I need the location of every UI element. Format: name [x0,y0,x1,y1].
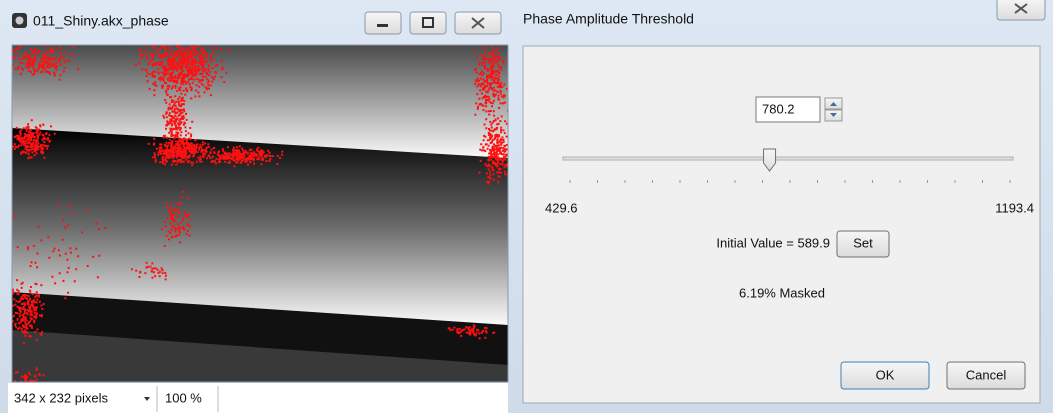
minimize-icon [377,24,388,27]
ok-button-label[interactable]: OK [876,367,895,382]
minimize-button[interactable] [365,12,401,34]
size-label[interactable]: 342 x 232 pixels [14,390,108,405]
dialog-close-button[interactable] [997,0,1045,20]
window-title: 011_Shiny.akx_phase [33,13,169,29]
initial-value-label: Initial Value = 589.9 [716,235,830,250]
phase-band [12,128,508,325]
spin-value[interactable]: 780.2 [762,101,795,116]
screen: 011_Shiny.akx_phase 342 x 232 pixels 100… [0,0,1053,413]
set-button-label[interactable]: Set [853,235,873,250]
page: 011_Shiny.akx_phase 342 x 232 pixels 100… [0,0,1053,413]
maximize-button[interactable] [410,12,446,34]
phase-image [1,33,512,390]
cancel-button-label[interactable]: Cancel [966,367,1007,382]
zoom-label: 100 % [165,390,202,405]
slider-track [563,157,1013,160]
slider-min: 429.6 [545,200,578,215]
window-icon-lens [16,17,24,25]
slider-max: 1193.4 [995,200,1034,215]
masked-label: 6.19% Masked [739,285,825,300]
dialog-title: Phase Amplitude Threshold [523,11,694,27]
